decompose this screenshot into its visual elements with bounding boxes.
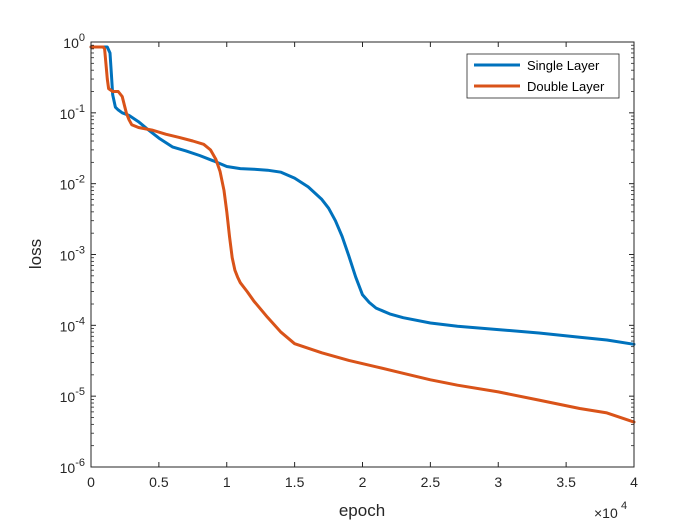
x-tick-label: 0	[87, 474, 95, 490]
legend: Single Layer Double Layer	[466, 53, 620, 99]
legend-label-double-layer: Double Layer	[527, 79, 605, 94]
y-tick-label: 10-4	[60, 315, 85, 334]
series-line-single-layer	[89, 45, 636, 346]
x-tick-label: 4	[630, 474, 638, 490]
x-tick-label: 2.5	[421, 474, 441, 490]
x-tick-label: 1	[223, 474, 231, 490]
plot-area	[91, 42, 634, 467]
x-tick-label: 0.5	[149, 474, 169, 490]
legend-box	[466, 53, 620, 99]
x-axis-ticks: 0 0.5 1 1.5 2 2.5 3 3.5 4	[87, 42, 638, 490]
x-multiplier-exponent: 4	[621, 500, 627, 512]
x-axis-label: epoch	[339, 501, 385, 520]
y-tick-label: 10-3	[60, 245, 85, 264]
x-tick-label: 1.5	[285, 474, 305, 490]
x-multiplier: ×10 4	[594, 500, 627, 521]
y-tick-label: 10-5	[60, 386, 85, 405]
x-tick-label: 3.5	[556, 474, 576, 490]
y-tick-label: 10-1	[60, 103, 85, 122]
y-tick-label: 10-6	[60, 457, 85, 476]
y-axis-label: loss	[26, 239, 45, 269]
y-tick-label: 10-2	[60, 174, 85, 193]
x-tick-label: 2	[359, 474, 367, 490]
legend-label-single-layer: Single Layer	[527, 58, 600, 73]
series-line-double-layer	[89, 45, 636, 424]
y-tick-label: 100	[63, 32, 85, 51]
x-tick-label: 3	[494, 474, 502, 490]
x-multiplier-base: ×10	[594, 505, 618, 521]
y-axis-ticks: 100 10-1 10-2 10-3 10-4 10-5 10-6	[60, 32, 634, 476]
series-layer	[89, 45, 636, 424]
